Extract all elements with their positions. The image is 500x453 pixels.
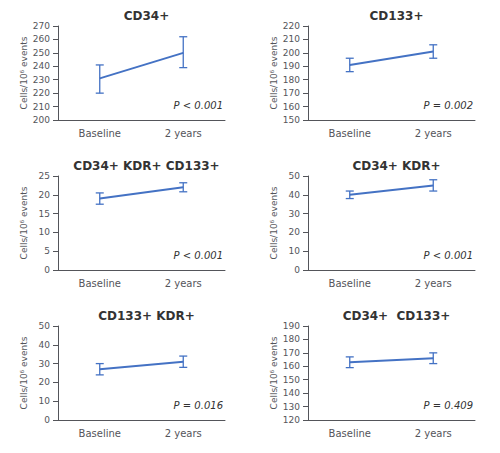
svg-text:Baseline: Baseline (79, 278, 121, 289)
svg-text:150: 150 (283, 115, 300, 125)
svg-text:160: 160 (283, 102, 300, 112)
svg-text:40: 40 (39, 340, 51, 350)
svg-text:180: 180 (283, 334, 300, 344)
svg-text:Baseline: Baseline (329, 428, 371, 439)
svg-text:P = 0.002: P = 0.002 (424, 100, 473, 111)
svg-text:240: 240 (33, 61, 50, 71)
svg-text:0: 0 (294, 265, 300, 275)
svg-text:270: 270 (33, 21, 50, 31)
svg-text:30: 30 (39, 359, 51, 369)
svg-text:Baseline: Baseline (79, 128, 121, 139)
svg-text:140: 140 (283, 388, 300, 398)
svg-text:10: 10 (39, 227, 51, 237)
svg-text:170: 170 (283, 88, 300, 98)
svg-text:CD34+ KDR+: CD34+ KDR+ (352, 159, 440, 173)
svg-text:260: 260 (33, 34, 50, 44)
svg-text:P = 0.409: P = 0.409 (424, 400, 473, 411)
svg-text:2 years: 2 years (415, 428, 452, 439)
svg-text:2 years: 2 years (165, 278, 202, 289)
svg-text:220: 220 (33, 88, 50, 98)
svg-text:Baseline: Baseline (329, 278, 371, 289)
svg-text:190: 190 (283, 321, 300, 331)
svg-text:2 years: 2 years (165, 428, 202, 439)
svg-text:200: 200 (283, 48, 300, 58)
svg-text:20: 20 (39, 190, 51, 200)
svg-text:2 years: 2 years (415, 128, 452, 139)
svg-text:Cells/10⁶ events: Cells/10⁶ events (269, 336, 279, 409)
svg-text:Cells/10⁶ events: Cells/10⁶ events (269, 36, 279, 109)
svg-text:P < 0.001: P < 0.001 (174, 100, 223, 111)
svg-text:40: 40 (289, 190, 301, 200)
svg-text:Baseline: Baseline (79, 428, 121, 439)
svg-text:230: 230 (33, 75, 50, 85)
svg-text:0: 0 (44, 415, 50, 425)
svg-text:5: 5 (44, 246, 50, 256)
svg-text:CD34+: CD34+ (124, 9, 170, 23)
svg-text:50: 50 (39, 321, 51, 331)
svg-text:20: 20 (39, 377, 51, 387)
svg-text:10: 10 (39, 396, 51, 406)
svg-text:180: 180 (283, 75, 300, 85)
svg-text:10: 10 (289, 246, 301, 256)
svg-text:30: 30 (289, 209, 301, 219)
svg-text:250: 250 (33, 48, 50, 58)
svg-text:P < 0.001: P < 0.001 (424, 250, 473, 261)
svg-text:Cells/10⁶ events: Cells/10⁶ events (19, 336, 29, 409)
svg-text:P = 0.016: P = 0.016 (174, 400, 223, 411)
svg-text:P < 0.001: P < 0.001 (174, 250, 223, 261)
svg-text:130: 130 (283, 402, 300, 412)
svg-text:Cells/10⁶ events: Cells/10⁶ events (269, 186, 279, 259)
svg-text:200: 200 (33, 115, 50, 125)
svg-text:210: 210 (33, 102, 50, 112)
svg-text:50: 50 (289, 171, 301, 181)
svg-text:CD133+: CD133+ (370, 9, 424, 23)
svg-text:210: 210 (283, 34, 300, 44)
svg-text:25: 25 (39, 171, 50, 181)
svg-text:CD34+ CD133+: CD34+ CD133+ (343, 309, 451, 323)
svg-text:0: 0 (44, 265, 50, 275)
svg-text:CD34+ KDR+ CD133+: CD34+ KDR+ CD133+ (73, 159, 219, 173)
svg-text:CD133+ KDR+: CD133+ KDR+ (98, 309, 195, 323)
svg-text:Baseline: Baseline (329, 128, 371, 139)
svg-text:20: 20 (289, 227, 301, 237)
svg-text:120: 120 (283, 415, 300, 425)
svg-text:15: 15 (39, 209, 50, 219)
svg-text:170: 170 (283, 348, 300, 358)
svg-text:2 years: 2 years (165, 128, 202, 139)
svg-text:160: 160 (283, 361, 300, 371)
svg-text:150: 150 (283, 375, 300, 385)
svg-text:Cells/10⁶ events: Cells/10⁶ events (19, 36, 29, 109)
svg-text:Cells/10⁶ events: Cells/10⁶ events (19, 186, 29, 259)
svg-text:190: 190 (283, 61, 300, 71)
svg-text:2 years: 2 years (415, 278, 452, 289)
svg-text:220: 220 (283, 21, 300, 31)
